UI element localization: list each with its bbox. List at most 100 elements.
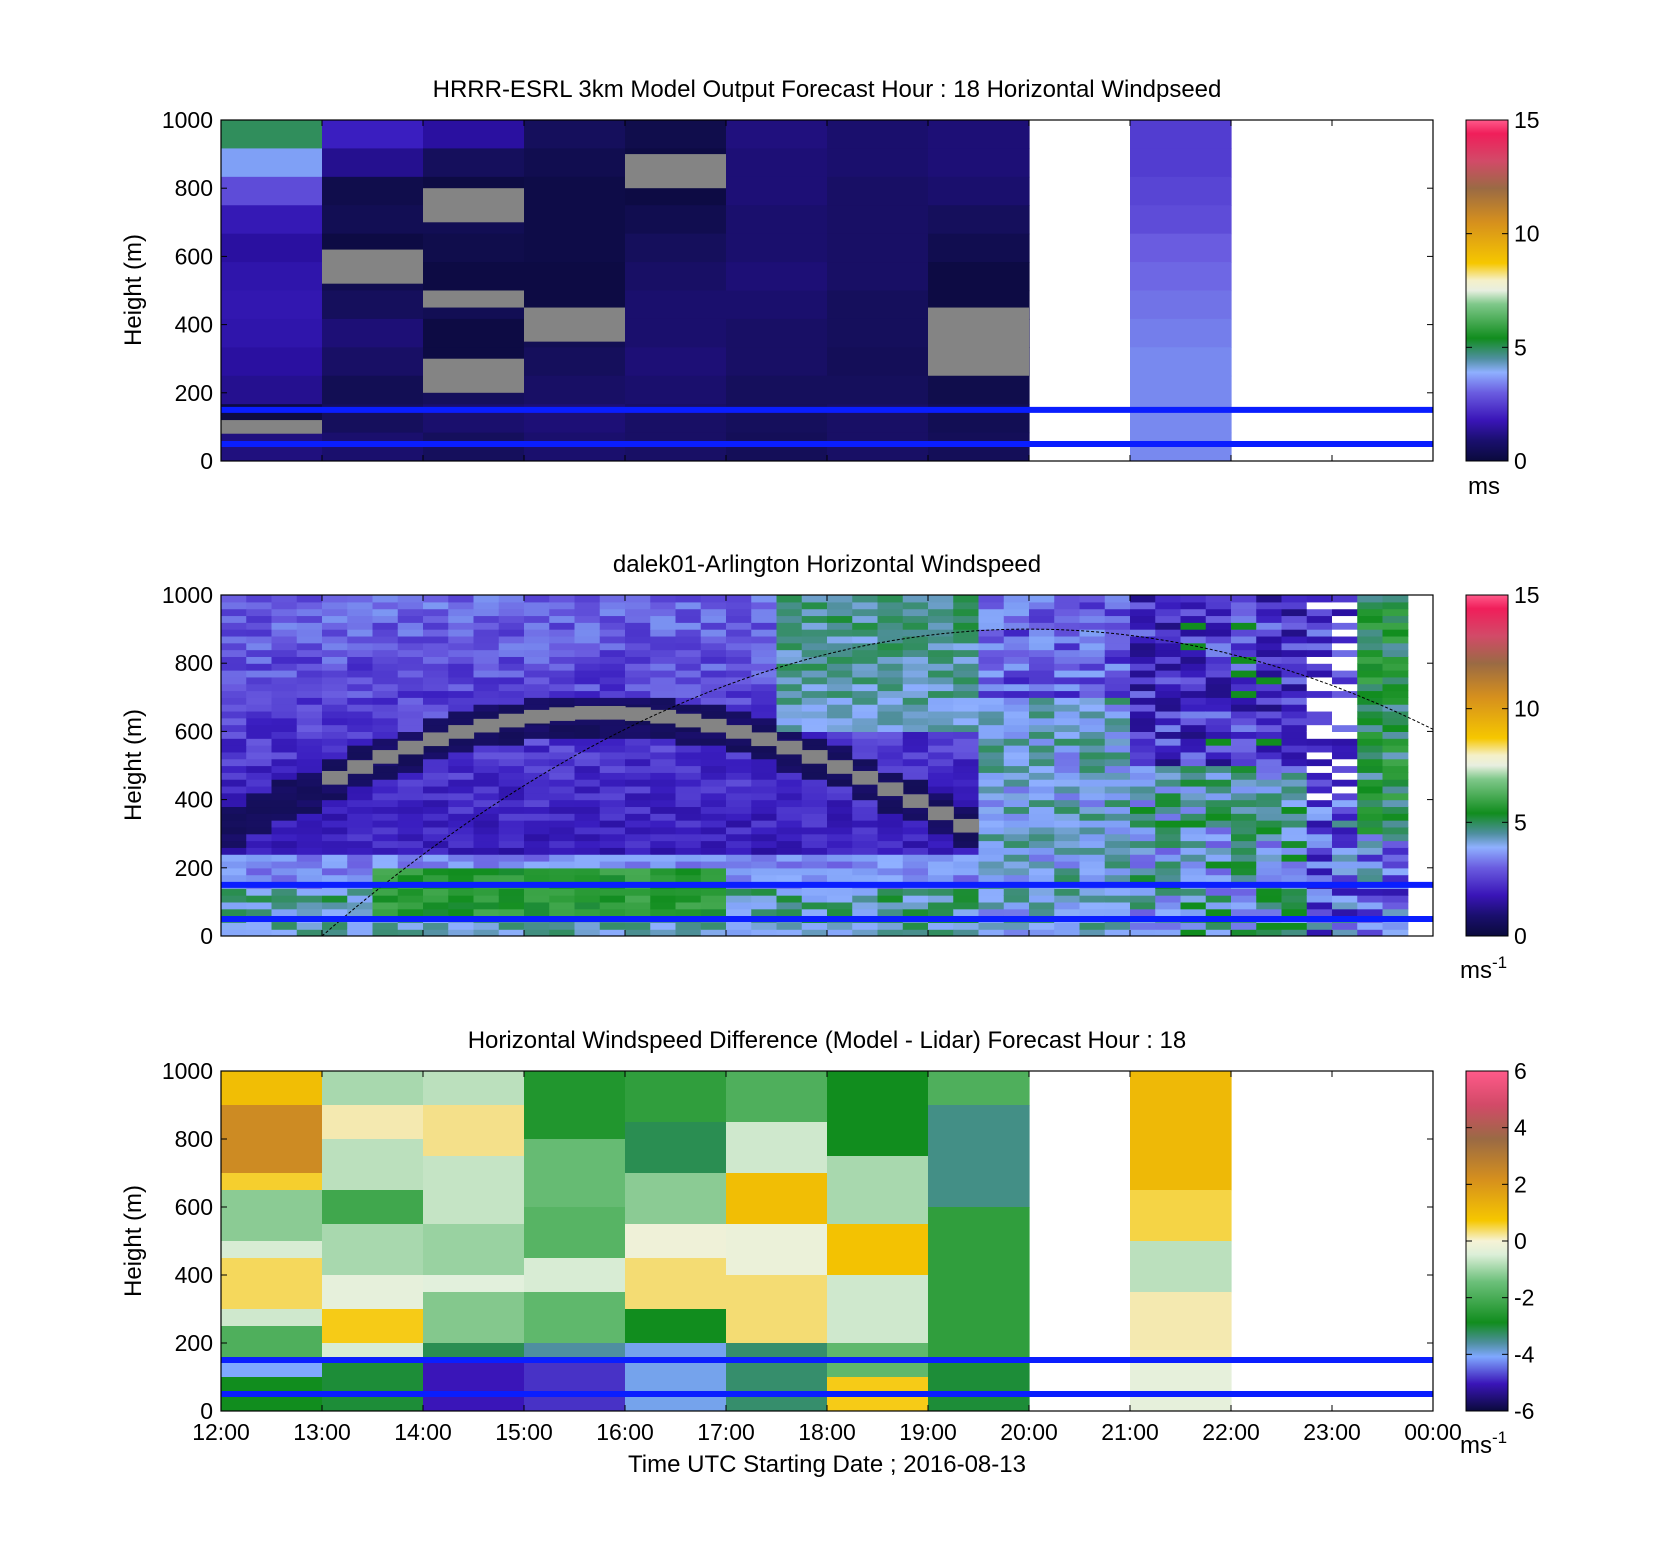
lidar-cell bbox=[827, 860, 853, 869]
lidar-cell bbox=[271, 670, 298, 678]
lidar-cell bbox=[599, 806, 626, 814]
time-tick-label: 12:00 bbox=[192, 1419, 250, 1445]
lidar-cell bbox=[726, 888, 752, 896]
lidar-cell bbox=[852, 813, 879, 821]
panel-lidar-ylabel: Height (m) bbox=[120, 709, 147, 821]
lidar-cell bbox=[978, 806, 1005, 814]
lidar-cell bbox=[1281, 901, 1308, 910]
lidar-cell bbox=[1357, 656, 1384, 664]
lidar-cell bbox=[246, 847, 273, 855]
lidar-cell bbox=[801, 663, 828, 671]
lidar-cell bbox=[650, 622, 677, 630]
lidar-cell bbox=[599, 635, 626, 644]
lidar-cell bbox=[296, 683, 323, 692]
lidar-cell bbox=[978, 922, 1005, 930]
lidar-cell bbox=[877, 601, 904, 610]
lidar-cell bbox=[650, 895, 677, 903]
lidar-cell bbox=[1357, 813, 1384, 821]
lidar-cell bbox=[221, 929, 247, 936]
lidar-cell bbox=[1382, 710, 1409, 719]
lidar-cell bbox=[801, 895, 828, 903]
lidar-cell bbox=[726, 745, 752, 753]
lidar-cell bbox=[1029, 601, 1055, 610]
lidar-cell bbox=[524, 765, 550, 773]
difference-cell bbox=[221, 1241, 323, 1259]
lidar-cell bbox=[322, 738, 348, 746]
lidar-cell bbox=[700, 649, 727, 657]
lidar-cell bbox=[1180, 772, 1207, 780]
model-cell bbox=[928, 176, 1030, 206]
lidar-cell bbox=[1205, 615, 1232, 623]
lidar-cell bbox=[296, 710, 323, 719]
difference-cell bbox=[726, 1275, 828, 1344]
lidar-cell bbox=[524, 676, 550, 685]
lidar-cell bbox=[397, 779, 424, 787]
lidar-cell bbox=[448, 738, 475, 746]
lidar-cell bbox=[978, 629, 1005, 637]
lidar-cell bbox=[397, 874, 424, 883]
lidar-cell bbox=[599, 840, 626, 848]
lidar-cell bbox=[322, 820, 348, 828]
lidar-cell bbox=[650, 860, 677, 869]
lidar-cell bbox=[1205, 922, 1232, 930]
lidar-cell bbox=[1382, 895, 1409, 903]
lidar-cell bbox=[372, 874, 399, 883]
lidar-cell bbox=[852, 929, 879, 936]
lidar-cell bbox=[498, 901, 525, 910]
lidar-cell bbox=[1180, 867, 1207, 876]
lidar-cell bbox=[700, 656, 727, 664]
lidar-cell bbox=[1155, 772, 1182, 780]
lidar-cell bbox=[928, 888, 954, 896]
lidar-cell bbox=[1231, 663, 1257, 671]
lidar-cell bbox=[423, 622, 449, 630]
x-axis-label: Time UTC Starting Date ; 2016-08-13 bbox=[628, 1451, 1026, 1478]
lidar-cell bbox=[650, 867, 677, 876]
lidar-cell bbox=[1281, 772, 1308, 780]
lidar-cell bbox=[347, 724, 374, 732]
model-cell bbox=[928, 120, 1030, 150]
lidar-cell bbox=[1003, 683, 1030, 692]
lidar-cell bbox=[1205, 765, 1232, 773]
lidar-cell bbox=[1205, 656, 1232, 664]
lidar-cell bbox=[1130, 833, 1156, 842]
lidar-cell bbox=[372, 622, 399, 630]
lidar-cell bbox=[827, 710, 853, 719]
lidar-cell bbox=[877, 608, 904, 617]
lidar-cell bbox=[473, 649, 500, 657]
lidar-cell bbox=[1231, 785, 1257, 794]
lidar-cell bbox=[246, 799, 273, 808]
lidar-cell bbox=[1332, 663, 1358, 671]
lidar-cell bbox=[675, 690, 702, 698]
lidar-missing-cell bbox=[549, 707, 576, 721]
lidar-cell bbox=[1130, 649, 1156, 657]
lidar-cell bbox=[1029, 710, 1055, 719]
lidar-cell bbox=[978, 635, 1005, 644]
lidar-cell bbox=[1130, 751, 1156, 760]
lidar-cell bbox=[1155, 806, 1182, 814]
lidar-cell bbox=[1104, 785, 1131, 794]
lidar-cell bbox=[347, 922, 374, 930]
lidar-cell bbox=[928, 833, 954, 842]
lidar-cell bbox=[1306, 901, 1333, 910]
lidar-cell bbox=[221, 745, 247, 753]
lidar-cell bbox=[473, 929, 500, 936]
lidar-cell bbox=[1180, 901, 1207, 910]
lidar-cell bbox=[423, 901, 449, 910]
lidar-cell bbox=[549, 922, 576, 930]
lidar-cell bbox=[599, 622, 626, 630]
lidar-cell bbox=[953, 642, 980, 651]
colorbar-tick-label: 10 bbox=[1514, 221, 1540, 247]
lidar-cell bbox=[296, 649, 323, 657]
lidar-cell bbox=[322, 745, 348, 753]
lidar-cell bbox=[221, 663, 247, 671]
lidar-cell bbox=[1306, 772, 1333, 780]
lidar-cell bbox=[1130, 895, 1156, 903]
lidar-cell bbox=[1054, 833, 1081, 842]
lidar-cell bbox=[726, 833, 752, 842]
lidar-cell bbox=[1180, 929, 1207, 936]
difference-cell bbox=[322, 1071, 424, 1106]
lidar-cell bbox=[1054, 642, 1081, 651]
lidar-cell bbox=[1104, 649, 1131, 657]
lidar-cell bbox=[928, 656, 954, 664]
